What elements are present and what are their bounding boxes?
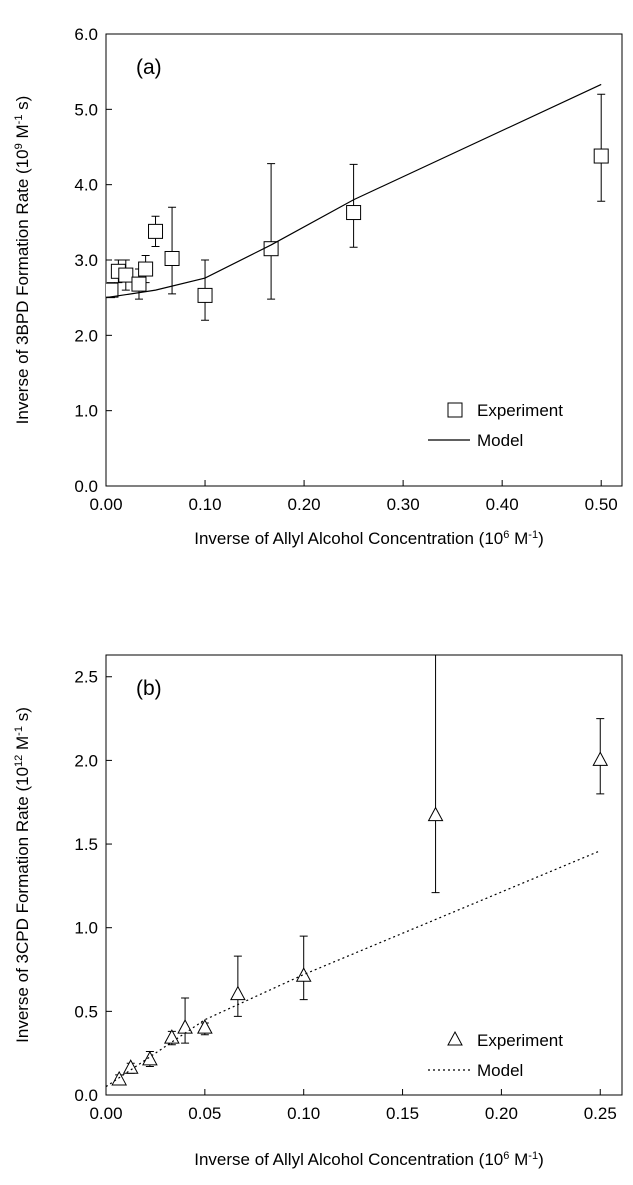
error-bar: [168, 206, 177, 295]
x-axis-label-part: Inverse of Allyl Alcohol Concentration (…: [194, 1150, 503, 1169]
x-axis-label-part: M: [509, 1150, 528, 1169]
legend-marker: [447, 402, 463, 418]
y-tick-label: 2.0: [74, 751, 98, 770]
y-axis-label-part: s): [13, 96, 32, 115]
marker: [111, 1070, 128, 1086]
y-axis-label: Inverse of 3BPD Formation Rate (109 M-1 …: [13, 96, 32, 425]
x-axis-label-part: -1: [528, 529, 538, 541]
x-tick-label: 0.40: [486, 495, 519, 514]
x-tick-label: 0.00: [89, 1104, 122, 1123]
y-tick-label: 1.5: [74, 835, 98, 854]
plot-area: [106, 83, 609, 321]
x-axis-label-part: ): [538, 1150, 544, 1169]
legend-label: Model: [477, 431, 523, 450]
marker: [263, 241, 279, 257]
marker: [197, 1019, 213, 1034]
y-axis-label-part: Inverse of 3CPD Formation Rate (10: [13, 767, 32, 1043]
y-axis-label-part: -1: [13, 115, 25, 125]
legend-label: Experiment: [477, 401, 563, 420]
marker: [163, 1029, 180, 1044]
legend-label: Model: [477, 1061, 523, 1080]
model-line: [106, 83, 602, 299]
y-tick-label: 2.0: [74, 326, 98, 345]
error-bar: [267, 163, 276, 300]
plot-frame: [105, 654, 623, 1096]
error-bar: [597, 93, 606, 202]
marker: [142, 1050, 158, 1066]
marker: [122, 1059, 139, 1074]
marker: [197, 287, 213, 303]
y-tick-label: 4.0: [74, 176, 98, 195]
y-axis-label-part: Inverse of 3BPD Formation Rate (10: [13, 149, 32, 424]
panel: 0.00 0.10 0.20 0.30 0.40 0.50 0.0 1.0 2.0 3.0 4.0 5…: [13, 25, 623, 548]
y-tick-label: 0.0: [74, 477, 98, 496]
marker: [138, 261, 154, 277]
y-axis-label: Inverse of 3CPD Formation Rate (1012 M-1…: [13, 707, 32, 1043]
y-tick-label: 0.5: [74, 1002, 98, 1021]
x-axis-label-part: Inverse of Allyl Alcohol Concentration (…: [194, 529, 503, 548]
x-axis-label-part: M: [509, 529, 528, 548]
y-tick-label: 5.0: [74, 100, 98, 119]
error-bar: [431, 655, 440, 894]
y-tick-label: 1.0: [74, 402, 98, 421]
y-tick-label: 2.5: [74, 668, 98, 687]
x-tick-label: 0.25: [584, 1104, 617, 1123]
x-tick-label: 0.50: [585, 495, 618, 514]
y-axis-label-part: M: [13, 124, 32, 143]
marker: [346, 205, 362, 221]
x-axis-label-part: -1: [528, 1150, 538, 1162]
x-axis-label-part: 6: [503, 1150, 509, 1162]
x-axis-label: Inverse of Allyl Alcohol Concentration (…: [194, 1150, 543, 1169]
x-tick-label: 0.20: [485, 1104, 518, 1123]
marker: [295, 967, 312, 982]
legend-marker: [447, 1030, 463, 1046]
marker: [106, 282, 119, 298]
x-tick-label: 0.15: [386, 1104, 419, 1123]
marker: [427, 806, 444, 822]
marker: [131, 276, 147, 292]
x-tick-label: 0.05: [188, 1104, 221, 1123]
marker: [230, 985, 246, 1001]
marker: [148, 223, 164, 239]
y-axis-label-part: M: [13, 736, 32, 755]
x-axis-label-part: ): [538, 529, 544, 548]
y-axis-label-part: s): [13, 707, 32, 726]
model-line: [106, 850, 601, 1088]
y-axis-label-part: 12: [13, 755, 25, 767]
x-tick-label: 0.10: [287, 1104, 320, 1123]
y-axis-label-part: -1: [13, 726, 25, 736]
x-tick-label: 0.00: [89, 495, 122, 514]
x-tick-label: 0.20: [288, 495, 321, 514]
x-axis-label-part: 6: [503, 529, 509, 541]
marker: [118, 267, 134, 283]
y-tick-label: 1.0: [74, 919, 98, 938]
plot-area: [106, 655, 609, 1088]
x-tick-label: 0.30: [387, 495, 420, 514]
y-tick-label: 6.0: [74, 25, 98, 44]
marker: [593, 148, 609, 164]
panel: 0.00 0.05 0.10 0.15 0.20 0.25 0.0 0.5 1.0 1.5 2.0 2…: [13, 654, 623, 1169]
y-tick-label: 3.0: [74, 251, 98, 270]
panel-label: (b): [136, 677, 162, 700]
marker: [592, 751, 609, 766]
y-tick-label: 0.0: [74, 1086, 98, 1105]
marker: [177, 1019, 193, 1034]
marker: [164, 250, 180, 266]
x-axis-label: Inverse of Allyl Alcohol Concentration (…: [194, 529, 543, 548]
y-axis-label-part: 9: [13, 143, 25, 149]
panel-label: (a): [136, 56, 162, 79]
x-tick-label: 0.10: [188, 495, 221, 514]
legend-label: Experiment: [477, 1031, 563, 1050]
